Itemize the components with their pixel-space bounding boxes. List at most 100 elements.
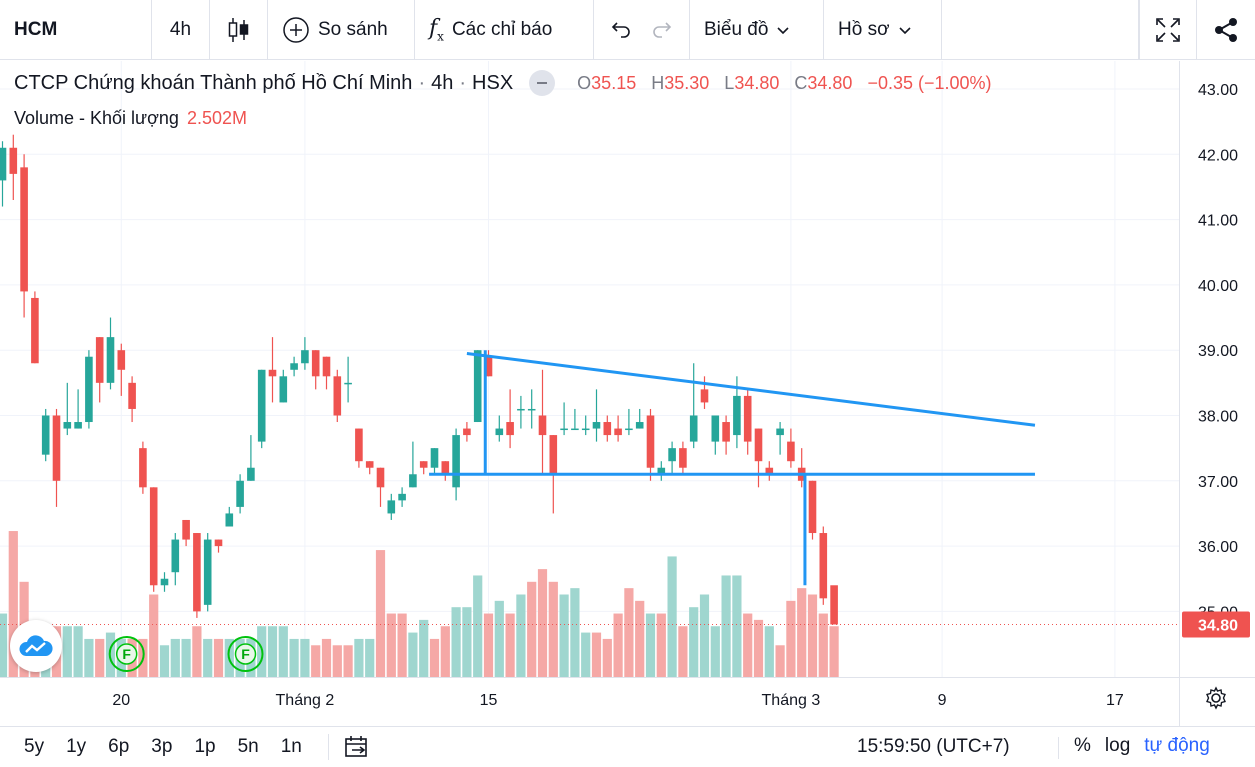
candle-body: [733, 395, 741, 436]
candle: [527, 389, 536, 429]
candle-body: [214, 539, 223, 547]
log-scale-button[interactable]: log: [1104, 735, 1131, 756]
redo-icon[interactable]: [650, 18, 674, 42]
interval-button[interactable]: 4h: [152, 0, 210, 59]
candle-body: [376, 467, 385, 488]
last-price-badge: [1182, 611, 1250, 638]
candle-body: [301, 350, 309, 364]
time-tick-label: Tháng 3: [762, 692, 821, 709]
candle: [657, 461, 666, 481]
candle-body: [452, 435, 460, 488]
candle: [74, 389, 82, 429]
candle-body: [625, 428, 633, 431]
range-button-5n[interactable]: 5n: [237, 736, 259, 757]
timezone-clock[interactable]: 15:59:50 (UTC+7): [857, 736, 1010, 757]
volume-bar: [321, 638, 332, 677]
volume-bar: [710, 626, 720, 677]
range-button-1p[interactable]: 1p: [194, 736, 216, 757]
profile-menu[interactable]: Hồ sơ: [824, 0, 942, 59]
candle-body: [52, 415, 61, 481]
volume-bar: [559, 594, 569, 677]
compare-button[interactable]: So sánh: [268, 0, 415, 59]
symbol-search-button[interactable]: HCM: [0, 0, 152, 59]
tradingview-logo[interactable]: [10, 620, 62, 672]
candle: [344, 356, 352, 403]
candle: [160, 572, 169, 592]
price-axis-bg: [1179, 61, 1255, 677]
candle-body: [538, 415, 547, 436]
volume-bar: [473, 575, 483, 677]
indicators-button[interactable]: fx Các chỉ báo: [415, 0, 594, 59]
candle: [171, 533, 180, 586]
ohlc-values: O35.15 H35.30 L34.80 C34.80 −0.35 (−1.00…: [577, 73, 1001, 94]
change-value: −0.35 (−1.00%): [867, 72, 992, 93]
volume-bar: [829, 626, 839, 677]
chart-type-menu[interactable]: Biểu đồ: [690, 0, 824, 59]
candle: [0, 141, 7, 207]
price-axis[interactable]: 43.00 42.00 41.00 40.00 39.00 38.00 37.00 36.00…: [1179, 61, 1255, 727]
range-button-6p[interactable]: 6p: [108, 736, 130, 757]
candle-body: [419, 461, 428, 468]
candle: [560, 402, 568, 436]
candle: [776, 422, 784, 455]
candle: [333, 369, 342, 423]
auto-scale-button[interactable]: tự động: [1144, 735, 1210, 756]
gear-icon[interactable]: [1204, 686, 1228, 710]
share-icon: [1215, 17, 1237, 42]
volume-bar: [354, 638, 364, 677]
last-price-label: 34.80: [1198, 617, 1238, 634]
price-chart[interactable]: F F 43.00 42.00 41.00 40.00 39.00 38.00 37.00 36.…: [0, 61, 1255, 727]
date-range-buttons: 5y 1y 6p 3p 1p 5n 1n: [24, 736, 302, 758]
chart-type-button[interactable]: [210, 0, 268, 59]
candle-body: [160, 578, 169, 586]
percent-scale-button[interactable]: %: [1074, 735, 1091, 756]
volume-bar: [375, 550, 386, 677]
event-marker-label: F: [241, 646, 250, 662]
candle: [9, 134, 18, 200]
volume-bar: [289, 638, 299, 677]
candle-body: [430, 448, 439, 468]
candle-body: [743, 395, 752, 442]
event-marker[interactable]: F: [108, 636, 145, 672]
candle-body: [387, 500, 396, 514]
trend-drawings[interactable]: [429, 350, 1036, 586]
fullscreen-button[interactable]: [1139, 0, 1197, 59]
event-marker[interactable]: F: [227, 636, 264, 672]
candle: [365, 461, 374, 475]
candle-body: [139, 448, 147, 488]
volume-legend: Volume - Khối lượng 2.502M: [14, 108, 247, 129]
volume-bar: [483, 613, 494, 677]
candle-body: [646, 415, 655, 468]
candle: [419, 461, 428, 475]
volume-bar: [0, 613, 8, 677]
collapse-legend-button[interactable]: [529, 70, 556, 96]
volume-bar: [429, 638, 440, 677]
drawing-descending-resistance[interactable]: [466, 351, 1036, 427]
chevron-down-icon: [898, 26, 911, 34]
range-button-5y[interactable]: 5y: [24, 736, 45, 757]
volume-bar: [591, 632, 602, 677]
undo-icon[interactable]: [609, 18, 633, 42]
candle-body: [74, 422, 82, 429]
volume-bar: [278, 626, 288, 677]
candle: [754, 428, 763, 488]
legend-separator: ·: [459, 71, 467, 94]
range-button-3p[interactable]: 3p: [151, 736, 173, 757]
event-marker-dot: [115, 643, 138, 665]
candle: [117, 343, 126, 396]
volume-bar: [159, 645, 170, 677]
range-button-1n[interactable]: 1n: [280, 736, 302, 757]
candle-body: [20, 167, 28, 292]
range-button-1y[interactable]: 1y: [66, 736, 87, 757]
volume-bar: [753, 619, 764, 677]
calendar-goto-icon[interactable]: [343, 735, 371, 759]
compare-label: So sánh: [318, 18, 388, 40]
volume-value: 2.502M: [186, 108, 247, 128]
candle: [473, 350, 482, 423]
candle-body: [268, 369, 277, 377]
share-button[interactable]: [1197, 0, 1255, 59]
legend-separator: ·: [418, 71, 426, 94]
candle: [506, 389, 514, 449]
scale-options: % log tự động: [1074, 735, 1210, 757]
